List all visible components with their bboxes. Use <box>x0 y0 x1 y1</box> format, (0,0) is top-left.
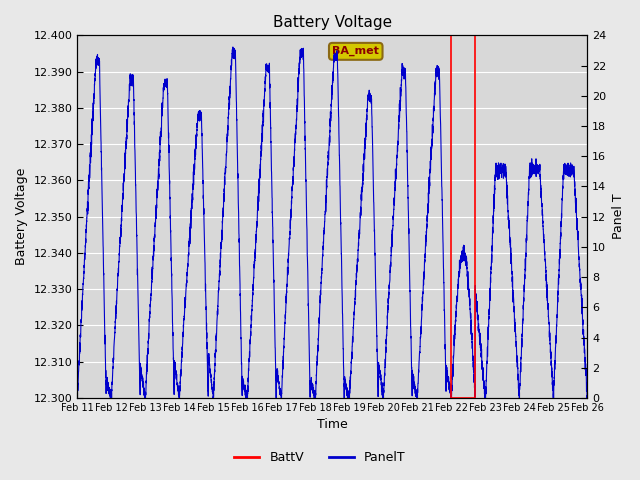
X-axis label: Time: Time <box>317 419 348 432</box>
Y-axis label: Battery Voltage: Battery Voltage <box>15 168 28 265</box>
Legend: BattV, PanelT: BattV, PanelT <box>229 446 411 469</box>
Text: BA_met: BA_met <box>332 46 379 57</box>
Title: Battery Voltage: Battery Voltage <box>273 15 392 30</box>
Y-axis label: Panel T: Panel T <box>612 194 625 240</box>
